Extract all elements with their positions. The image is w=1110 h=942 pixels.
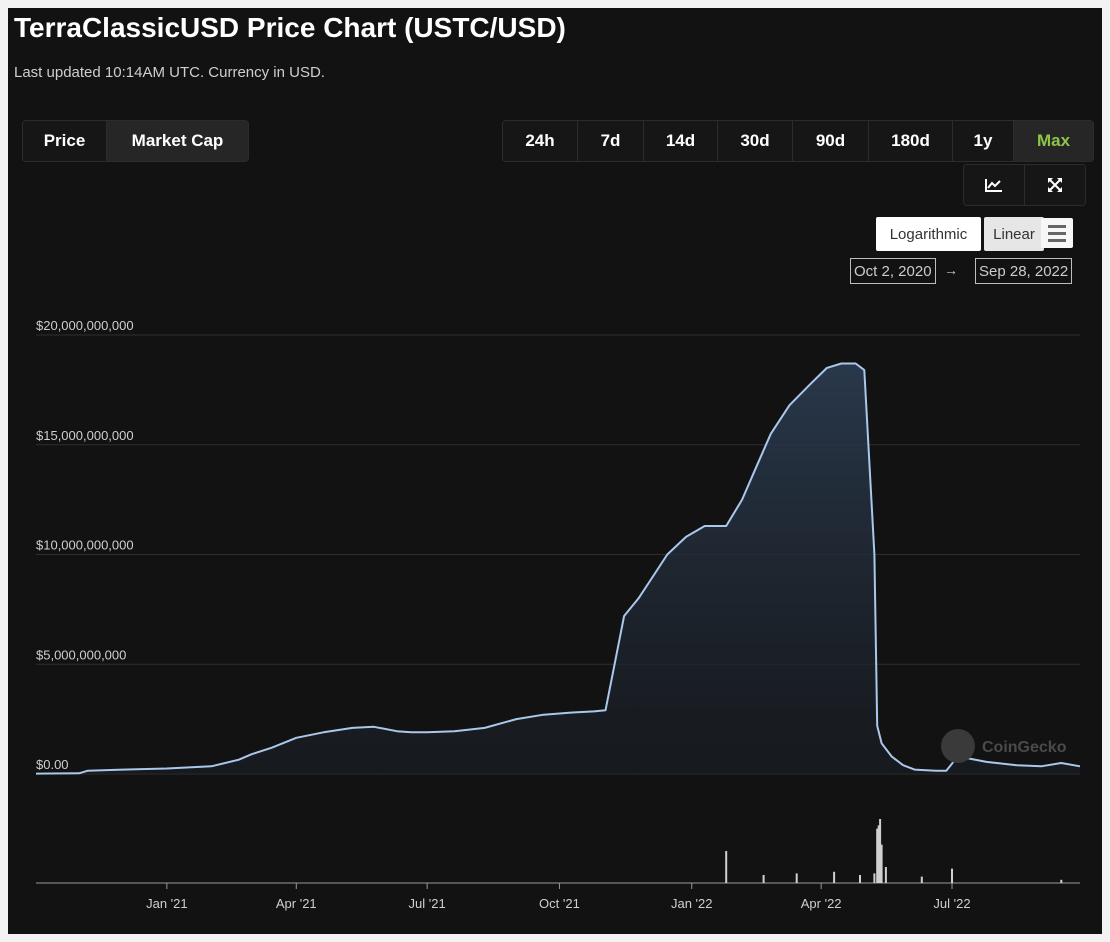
x-tick-label: Jan '22 <box>671 896 713 911</box>
date-from-input[interactable]: Oct 2, 2020 <box>850 258 936 284</box>
range-7d[interactable]: 7d <box>578 121 644 161</box>
volume-bar <box>877 825 880 883</box>
linear-button[interactable]: Linear <box>984 217 1044 251</box>
volume-bar <box>879 819 882 883</box>
coingecko-watermark: CoinGecko <box>941 729 1067 763</box>
range-1y[interactable]: 1y <box>953 121 1014 161</box>
volume-bar <box>873 873 876 883</box>
volume-bar <box>884 867 887 883</box>
tab-price[interactable]: Price <box>23 121 107 161</box>
date-to-input[interactable]: Sep 28, 2022 <box>975 258 1073 284</box>
x-axis-labels: Jan '21 Apr '21 Jul '21 Oct '21 Jan '22 Apr '… <box>146 883 971 911</box>
volume-bar <box>859 875 861 883</box>
chart-view-controls <box>963 164 1086 206</box>
range-180d[interactable]: 180d <box>869 121 953 161</box>
x-tick-label: Oct '21 <box>539 896 580 911</box>
expand-icon[interactable] <box>1025 165 1085 205</box>
volume-bar <box>920 876 923 883</box>
series-area-fill <box>36 363 1080 774</box>
chart-card <box>8 8 1102 934</box>
volume-bar <box>1060 879 1063 883</box>
y-axis-labels: $20,000,000,000 $15,000,000,000 $10,000,00… <box>36 318 134 772</box>
x-tick-label: Jul '21 <box>409 896 446 911</box>
watermark-text: CoinGecko <box>982 739 1067 756</box>
x-tick-label: Jul '22 <box>933 896 970 911</box>
y-tick-label: $10,000,000,000 <box>36 538 134 553</box>
range-24h[interactable]: 24h <box>503 121 578 161</box>
x-tick-label: Jan '21 <box>146 896 188 911</box>
page-title: TerraClassicUSD Price Chart (USTC/USD) <box>14 12 566 43</box>
last-updated-text: Last updated 10:14AM UTC. Currency in US… <box>14 64 325 81</box>
volume-bar <box>762 875 765 883</box>
logarithmic-button[interactable]: Logarithmic <box>876 217 981 251</box>
coingecko-logo-icon <box>941 729 975 763</box>
line-chart-icon[interactable] <box>964 165 1025 205</box>
volume-bar <box>876 828 879 883</box>
range-max[interactable]: Max <box>1014 121 1093 161</box>
volume-bars <box>36 819 1080 884</box>
chart-area <box>35 362 1081 775</box>
y-tick-label: $20,000,000,000 <box>36 318 134 333</box>
tab-market-cap[interactable]: Market Cap <box>107 121 248 161</box>
chart-type-tabs: Price Market Cap <box>22 120 249 162</box>
date-range-arrow: → <box>944 262 958 278</box>
x-tick-label: Apr '22 <box>801 896 842 911</box>
grid-lines <box>36 334 1080 775</box>
volume-bar <box>725 851 728 883</box>
volume-bar <box>880 844 883 883</box>
series-line <box>35 362 1081 775</box>
volume-bar <box>833 871 836 883</box>
time-range-selector: 24h 7d 14d 30d 90d 180d 1y Max <box>502 120 1094 162</box>
range-90d[interactable]: 90d <box>793 121 869 161</box>
volume-bar <box>951 868 953 883</box>
hamburger-menu-icon[interactable] <box>1041 218 1073 248</box>
range-14d[interactable]: 14d <box>644 121 718 161</box>
y-tick-label: $15,000,000,000 <box>36 428 134 443</box>
x-tick-label: Apr '21 <box>276 896 317 911</box>
volume-bar <box>795 873 798 883</box>
y-tick-label: $0.00 <box>36 757 69 772</box>
y-tick-label: $5,000,000,000 <box>36 647 126 662</box>
range-30d[interactable]: 30d <box>718 121 793 161</box>
